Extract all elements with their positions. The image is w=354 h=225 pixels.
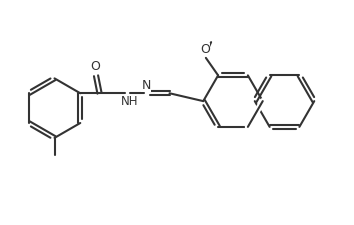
Text: O: O [200,43,210,56]
Text: O: O [90,60,100,73]
Text: N: N [141,79,151,92]
Text: NH: NH [120,95,138,108]
